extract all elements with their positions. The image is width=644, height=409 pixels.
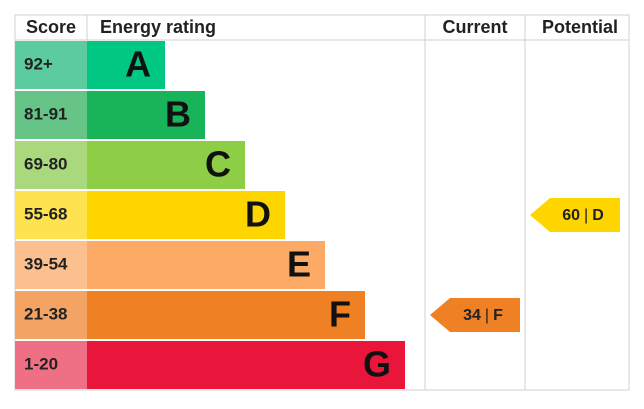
band-letter: A: [125, 44, 151, 85]
score-cell: [15, 141, 87, 189]
current-arrow: [430, 298, 520, 332]
score-cell: [15, 191, 87, 239]
current-value: 34: [463, 307, 481, 324]
score-label: 69-80: [24, 154, 67, 173]
rating-bar: [87, 241, 325, 289]
rating-bar: [87, 41, 165, 89]
rating-bar: [87, 291, 365, 339]
score-cell: [15, 41, 87, 89]
rating-bar: [87, 341, 405, 389]
header-rating: Energy rating: [100, 17, 216, 37]
score-label: 1-20: [24, 354, 58, 373]
score-cell: [15, 341, 87, 389]
band-letter: E: [287, 244, 311, 285]
divider: |: [485, 307, 489, 324]
rating-bar: [87, 191, 285, 239]
current-label: 34 | F: [463, 307, 503, 324]
score-cell: [15, 91, 87, 139]
band-letter: B: [165, 94, 191, 135]
score-label: 21-38: [24, 304, 67, 323]
band-letter: G: [363, 344, 391, 385]
band-letter: D: [245, 194, 271, 235]
header-score: Score: [26, 17, 76, 37]
header-potential: Potential: [542, 17, 618, 37]
score-label: 39-54: [24, 254, 68, 273]
score-label: 92+: [24, 54, 53, 73]
band-letter: C: [205, 144, 231, 185]
potential-band: D: [592, 207, 604, 224]
current-band: F: [493, 307, 503, 324]
rating-bar: [87, 141, 245, 189]
potential-arrow: [530, 198, 620, 232]
score-cell: [15, 241, 87, 289]
divider: |: [584, 207, 588, 224]
rating-bar: [87, 91, 205, 139]
score-label: 81-91: [24, 104, 67, 123]
score-cell: [15, 291, 87, 339]
band-letter: F: [329, 294, 351, 335]
header-current: Current: [442, 17, 507, 37]
score-label: 55-68: [24, 204, 67, 223]
potential-label: 60 | D: [562, 207, 604, 224]
potential-value: 60: [562, 207, 580, 224]
